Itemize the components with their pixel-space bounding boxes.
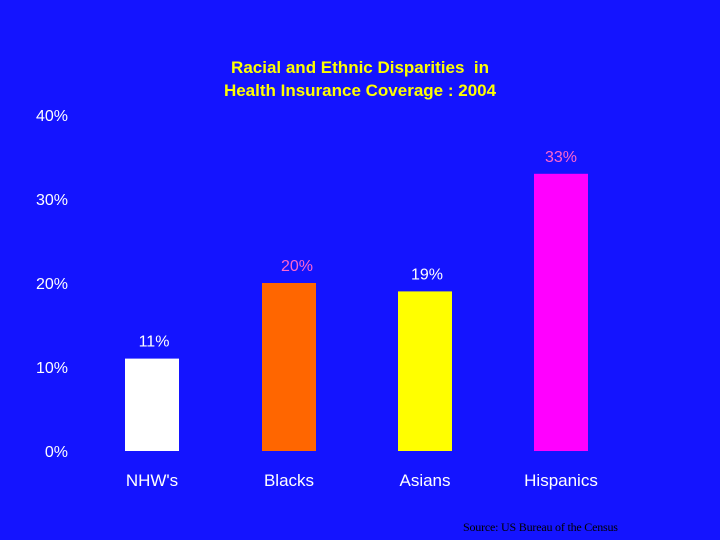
- data-label: 19%: [411, 266, 443, 283]
- y-tick-label: 10%: [36, 360, 68, 377]
- x-tick-label: Blacks: [264, 471, 314, 490]
- y-tick-label: 0%: [45, 444, 68, 461]
- y-tick-label: 40%: [36, 108, 68, 125]
- x-tick-label: NHW's: [126, 471, 178, 490]
- x-tick-label: Hispanics: [524, 471, 598, 490]
- x-tick-label: Asians: [399, 471, 450, 490]
- data-label: 20%: [281, 258, 313, 275]
- bar: [125, 358, 179, 451]
- chart-title-line-2: Health Insurance Coverage : 2004: [223, 81, 497, 100]
- chart-title: Racial and Ethnic Disparities in Health …: [160, 56, 560, 102]
- data-label: 33%: [545, 149, 577, 166]
- bar: [398, 291, 452, 451]
- chart-title-line-1: Racial and Ethnic Disparities in: [231, 58, 489, 77]
- data-labels: 11% 20% 19% 33%: [139, 149, 577, 351]
- data-label: 11%: [139, 334, 170, 351]
- x-axis-tick-labels: NHW's Blacks Asians Hispanics: [126, 471, 598, 490]
- bar: [262, 283, 316, 451]
- bar: [534, 173, 588, 452]
- y-axis-tick-labels: 0% 10% 20% 30% 40%: [36, 108, 68, 461]
- y-tick-label: 30%: [36, 192, 68, 209]
- y-tick-label: 20%: [36, 276, 68, 293]
- bars: [125, 173, 588, 452]
- source-note: Source: US Bureau of the Census: [463, 520, 618, 534]
